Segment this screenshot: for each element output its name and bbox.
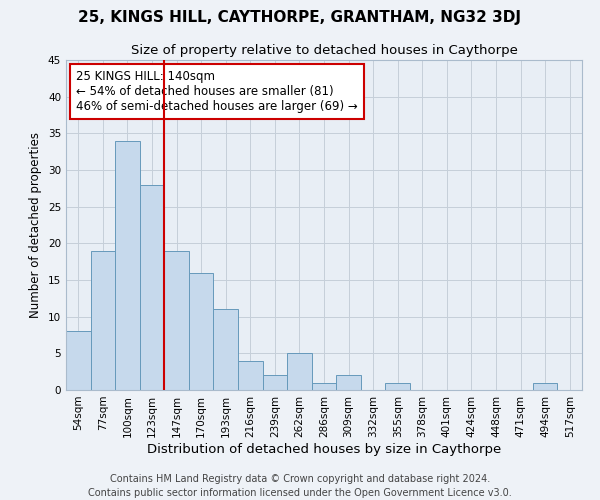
Bar bbox=[533, 382, 557, 390]
Bar bbox=[263, 376, 287, 390]
Bar bbox=[312, 382, 336, 390]
Text: 25 KINGS HILL: 140sqm
← 54% of detached houses are smaller (81)
46% of semi-deta: 25 KINGS HILL: 140sqm ← 54% of detached … bbox=[76, 70, 358, 113]
X-axis label: Distribution of detached houses by size in Caythorpe: Distribution of detached houses by size … bbox=[147, 442, 501, 456]
Y-axis label: Number of detached properties: Number of detached properties bbox=[29, 132, 43, 318]
Text: Contains HM Land Registry data © Crown copyright and database right 2024.
Contai: Contains HM Land Registry data © Crown c… bbox=[88, 474, 512, 498]
Bar bbox=[189, 272, 214, 390]
Bar bbox=[66, 332, 91, 390]
Bar bbox=[287, 354, 312, 390]
Bar bbox=[164, 250, 189, 390]
Bar bbox=[385, 382, 410, 390]
Bar bbox=[214, 310, 238, 390]
Text: 25, KINGS HILL, CAYTHORPE, GRANTHAM, NG32 3DJ: 25, KINGS HILL, CAYTHORPE, GRANTHAM, NG3… bbox=[79, 10, 521, 25]
Bar bbox=[238, 360, 263, 390]
Bar bbox=[91, 250, 115, 390]
Bar bbox=[115, 140, 140, 390]
Title: Size of property relative to detached houses in Caythorpe: Size of property relative to detached ho… bbox=[131, 44, 517, 58]
Bar bbox=[140, 184, 164, 390]
Bar bbox=[336, 376, 361, 390]
